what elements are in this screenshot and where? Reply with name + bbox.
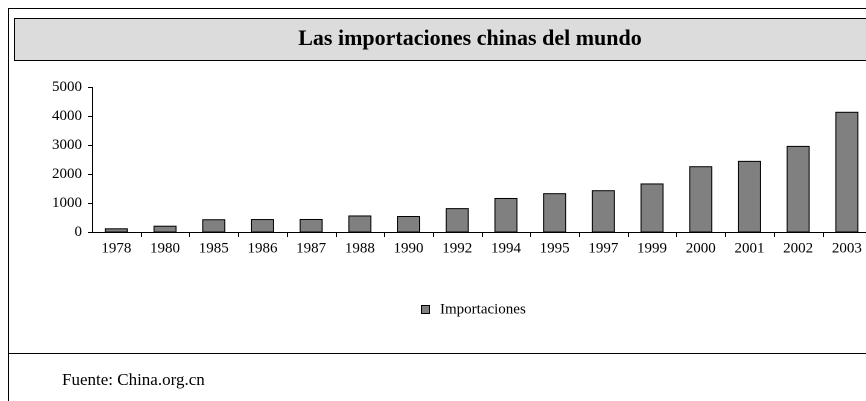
x-tick-label: 1988 — [345, 240, 375, 256]
x-tick-label: 1978 — [101, 240, 131, 256]
y-tick-label: 2000 — [52, 166, 82, 182]
x-tick-label: 2001 — [734, 240, 764, 256]
x-tick-label: 1997 — [588, 240, 619, 256]
bar — [786, 145, 810, 233]
y-tick-label: 5000 — [52, 79, 82, 95]
bar — [153, 225, 177, 233]
bar — [543, 193, 567, 233]
y-tick-label: 4000 — [52, 108, 82, 124]
bar — [445, 208, 469, 233]
bar — [640, 183, 664, 233]
x-tick-label: 1987 — [296, 240, 327, 256]
x-tick-label: 1985 — [199, 240, 229, 256]
x-tick-label: 1992 — [442, 240, 472, 256]
legend-swatch — [421, 305, 430, 314]
bar — [835, 111, 859, 233]
bar — [494, 197, 518, 233]
x-tick-label: 2003 — [832, 240, 862, 256]
chart-title: Las importaciones chinas del mundo — [298, 25, 642, 50]
x-tick-label: 1999 — [637, 240, 667, 256]
y-tick-label: 0 — [75, 224, 83, 240]
x-tick-label: 1995 — [540, 240, 570, 256]
bar — [250, 219, 274, 233]
y-tick-label: 1000 — [52, 195, 82, 211]
legend-label: Importaciones — [440, 301, 526, 317]
bar — [591, 190, 615, 233]
bar — [737, 160, 761, 233]
x-tick-label: 2002 — [783, 240, 813, 256]
x-tick-label: 2000 — [686, 240, 716, 256]
source-note: Fuente: China.org.cn — [62, 370, 205, 389]
bar — [348, 215, 372, 233]
bar — [104, 228, 128, 233]
bar — [397, 216, 421, 233]
title-box — [14, 18, 866, 61]
bar — [299, 218, 323, 233]
x-tick-label: 1986 — [247, 240, 278, 256]
bar — [202, 219, 226, 233]
x-tick-label: 1990 — [394, 240, 424, 256]
x-tick-label: 1994 — [491, 240, 522, 256]
y-tick-label: 3000 — [52, 137, 82, 153]
bar — [689, 166, 713, 233]
x-tick-label: 1980 — [150, 240, 180, 256]
outer-frame — [8, 8, 866, 401]
